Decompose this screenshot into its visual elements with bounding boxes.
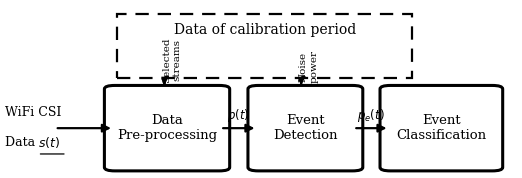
- Text: $s(t)$: $s(t)$: [38, 135, 60, 150]
- Text: Data
Pre-processing: Data Pre-processing: [117, 114, 217, 142]
- Text: Noise
power: Noise power: [299, 50, 318, 83]
- Text: $p_e(t)$: $p_e(t)$: [357, 107, 385, 124]
- FancyBboxPatch shape: [104, 85, 230, 171]
- Text: Data of calibration period: Data of calibration period: [174, 23, 356, 37]
- Text: Data: Data: [5, 136, 39, 149]
- Text: Event
Classification: Event Classification: [396, 114, 487, 142]
- Text: WiFi CSI: WiFi CSI: [5, 106, 62, 119]
- Text: Selected
streams: Selected streams: [162, 38, 182, 83]
- FancyBboxPatch shape: [248, 85, 363, 171]
- Text: $p(t)$: $p(t)$: [228, 107, 250, 124]
- FancyBboxPatch shape: [117, 14, 412, 78]
- Text: Event
Detection: Event Detection: [273, 114, 338, 142]
- FancyBboxPatch shape: [380, 85, 503, 171]
